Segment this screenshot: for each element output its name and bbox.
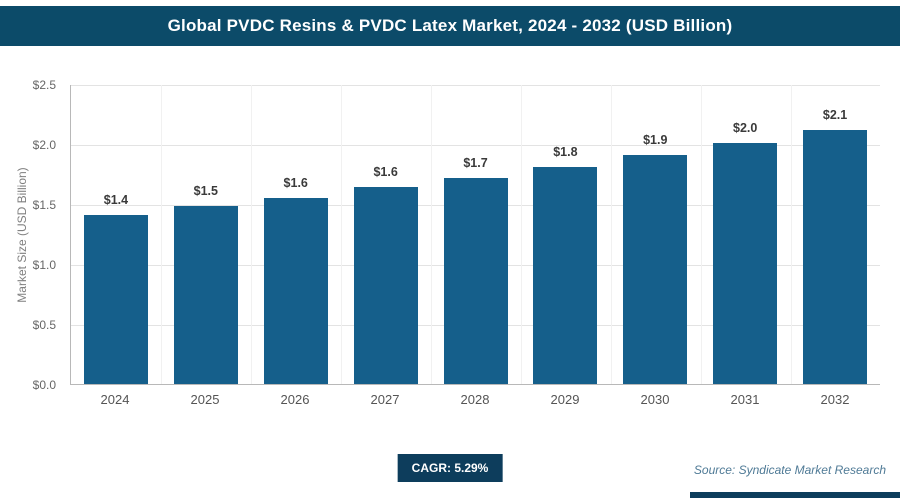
bar-2027 [353, 187, 418, 384]
y-axis-ticks: $0.0 $0.5 $1.0 $1.5 $2.0 $2.5 [0, 78, 62, 392]
ytick-label: $2.5 [32, 78, 56, 92]
xtick-label: 2032 [820, 392, 850, 407]
chart-title: Global PVDC Resins & PVDC Latex Market, … [167, 16, 733, 35]
vertical-gridline [701, 85, 702, 384]
bar-slot: $2.0 [700, 85, 790, 384]
bar-2031 [713, 142, 778, 384]
bar-value-label: $2.0 [733, 120, 758, 135]
bar-value-label: $1.6 [373, 165, 398, 180]
gridline [71, 85, 880, 86]
xtick-label: 2029 [550, 392, 580, 407]
vertical-gridline [431, 85, 432, 384]
xtick-label: 2025 [190, 392, 220, 407]
bar-2030 [623, 154, 688, 384]
bar-2029 [533, 166, 598, 384]
bars-container: $1.4 $1.5 $1.6 $1.6 $1.7 $1.8 $1.9 $2.0 $2.1 [71, 85, 880, 384]
ytick-label: $0.5 [32, 318, 56, 332]
bar-2024 [83, 214, 148, 384]
bar-slot: $1.6 [251, 85, 341, 384]
vertical-gridline [161, 85, 162, 384]
vertical-gridline [251, 85, 252, 384]
footer-accent-bar [690, 492, 900, 498]
cagr-badge: CAGR: 5.29% [397, 454, 503, 482]
vertical-gridline [791, 85, 792, 384]
cagr-label: CAGR: 5.29% [411, 461, 489, 475]
bar-slot: $1.8 [520, 85, 610, 384]
ytick-label: $1.5 [32, 198, 56, 212]
xtick-label: 2028 [460, 392, 490, 407]
bar-slot: $1.9 [610, 85, 700, 384]
bar-slot: $1.7 [431, 85, 521, 384]
ytick-label: $0.0 [32, 378, 56, 392]
bar-slot: $1.4 [71, 85, 161, 384]
bar-value-label: $1.6 [283, 176, 308, 190]
bar-2025 [173, 206, 238, 384]
xtick-label: 2027 [370, 392, 400, 407]
bar-2028 [443, 177, 508, 384]
bar-slot: $2.1 [790, 85, 880, 384]
vertical-gridline [341, 85, 342, 384]
bar-slot: $1.6 [341, 85, 431, 384]
bar-value-label: $1.8 [553, 144, 578, 159]
bar-value-label: $1.9 [643, 132, 668, 147]
ytick-label: $2.0 [32, 138, 56, 152]
bar-2032 [803, 129, 868, 384]
plot-area: $1.4 $1.5 $1.6 $1.6 $1.7 $1.8 $1.9 $2.0 $2.1 [70, 85, 880, 385]
x-axis-ticks: 2024 2025 2026 2027 2028 2029 2030 2031 2032 [70, 392, 880, 407]
vertical-gridline [611, 85, 612, 384]
chart-title-bar: Global PVDC Resins & PVDC Latex Market, … [0, 6, 900, 46]
xtick-label: 2030 [640, 392, 670, 407]
source-text: Source: Syndicate Market Research [693, 463, 886, 477]
bar-value-label: $1.7 [463, 155, 488, 170]
bar-value-label: $1.4 [103, 192, 129, 207]
bar-slot: $1.5 [161, 85, 251, 384]
xtick-label: 2024 [100, 392, 130, 407]
bar-2026 [263, 198, 328, 384]
bar-value-label: $1.5 [193, 184, 218, 199]
xtick-label: 2031 [730, 392, 760, 407]
bar-value-label: $2.1 [822, 107, 848, 122]
gridline [71, 145, 880, 146]
vertical-gridline [521, 85, 522, 384]
xtick-label: 2026 [280, 392, 310, 407]
ytick-label: $1.0 [32, 258, 56, 272]
